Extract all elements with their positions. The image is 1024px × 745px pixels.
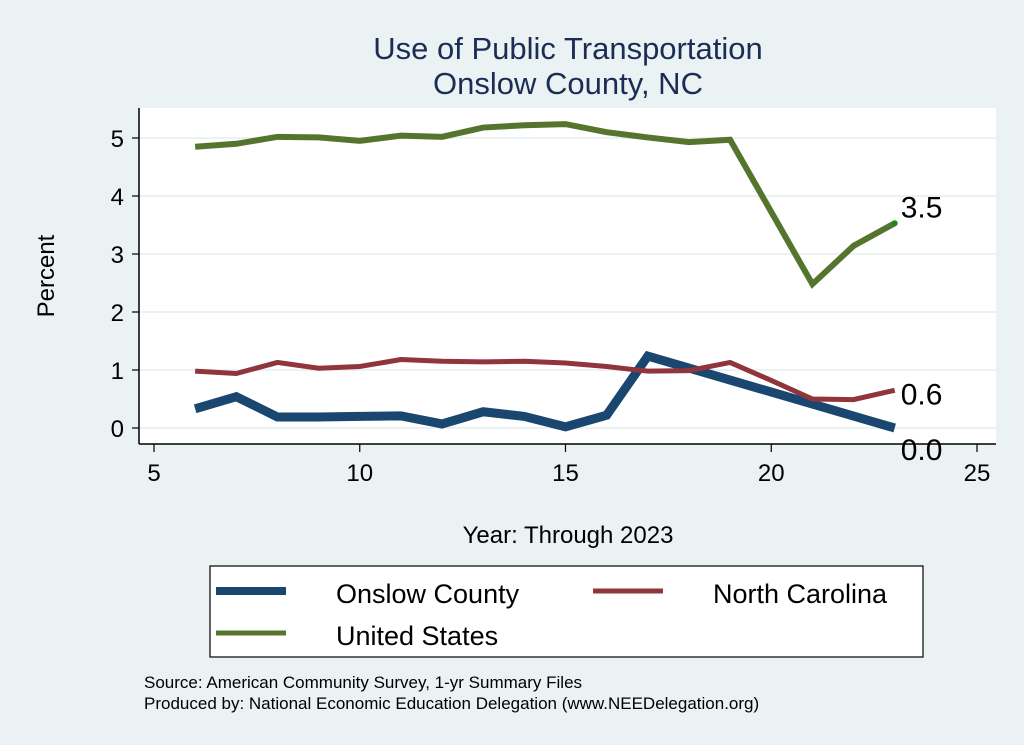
y-axis-title: Percent	[33, 234, 60, 317]
plot-area	[139, 108, 996, 444]
source-note: Source: American Community Survey, 1-yr …	[144, 673, 582, 692]
y-tick-label-4: 4	[111, 184, 124, 211]
y-tick-label-5: 5	[111, 126, 124, 153]
series-line-united-states	[194, 121, 897, 289]
legend-label-united-states: United States	[336, 621, 498, 651]
x-tick-label-15: 15	[552, 460, 579, 487]
chart-subtitle: Onslow County, NC	[433, 66, 703, 101]
us-end-marker	[891, 220, 898, 227]
footer-notes: Source: American Community Survey, 1-yr …	[144, 673, 759, 713]
end-labels: 0.0 0.6 3.5	[901, 191, 943, 467]
chart-title: Use of Public Transportation Onslow Coun…	[373, 31, 762, 101]
x-tick-label-25: 25	[964, 460, 991, 487]
x-tick-label-20: 20	[758, 460, 785, 487]
legend-label-onslow-county: Onslow County	[336, 579, 520, 609]
axes: 0 1 2 3 4 5 5 10 15 20 25	[111, 108, 996, 487]
x-tick-label-10: 10	[346, 460, 373, 487]
y-tick-label-2: 2	[111, 300, 124, 327]
y-tick-label-3: 3	[111, 242, 124, 269]
legend-box	[209, 565, 924, 658]
chart-title-line-1: Use of Public Transportation	[373, 31, 762, 66]
end-label-united-states: 3.5	[901, 191, 943, 224]
series-line-onslow-county	[193, 350, 896, 433]
x-axis-title: Year: Through 2023	[463, 522, 674, 549]
end-label-north-carolina: 0.6	[901, 378, 943, 411]
y-tick-label-0: 0	[111, 416, 124, 443]
end-label-onslow-county: 0.0	[901, 434, 943, 467]
legend: Onslow County North Carolina United States	[209, 565, 924, 658]
y-tick-label-1: 1	[111, 358, 124, 385]
x-tick-label-5: 5	[147, 460, 160, 487]
producer-note: Produced by: National Economic Education…	[144, 694, 759, 713]
series-layer	[193, 121, 898, 433]
series-line-north-carolina	[195, 357, 896, 403]
legend-label-north-carolina: North Carolina	[713, 579, 888, 609]
